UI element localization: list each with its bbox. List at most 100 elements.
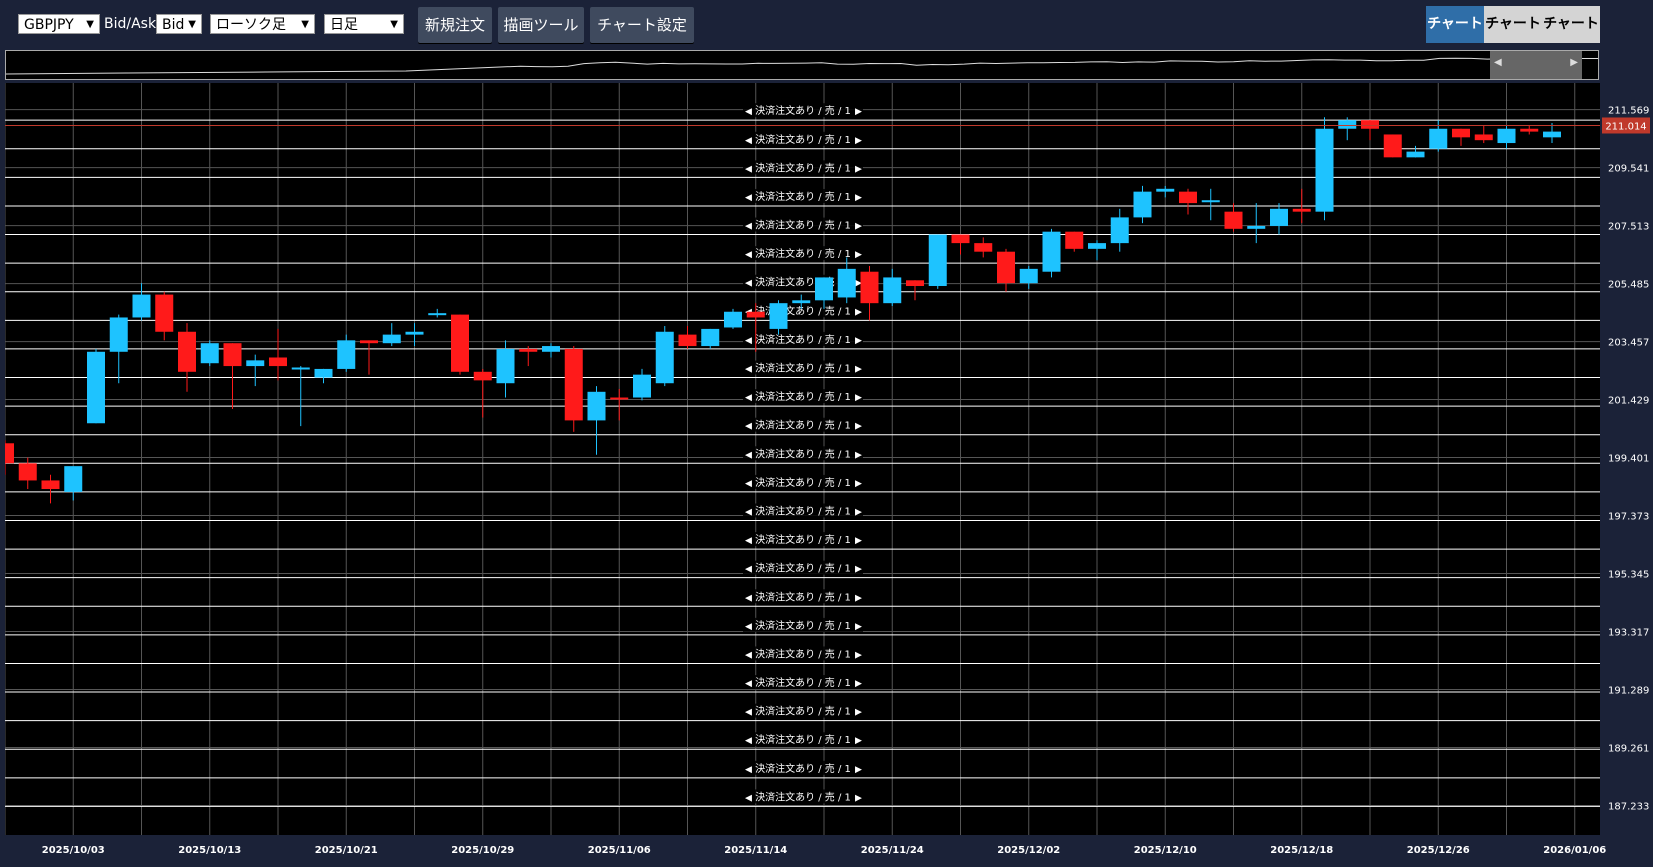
- new-order-button[interactable]: 新規注文: [418, 7, 492, 43]
- arrow-right-icon: ▶: [855, 307, 862, 317]
- candle-body: [678, 334, 697, 347]
- x-tick-label: 2025/12/26: [1407, 845, 1470, 856]
- y-tick-label: 203.457: [1608, 338, 1649, 349]
- chart-type-select-value: ローソク足: [216, 17, 286, 33]
- order-line-label: ◀決済注文あり / 売 / 1 ▶: [743, 188, 863, 203]
- candle: [1406, 145, 1425, 158]
- order-label-text: 決済注文あり / 売 / 1: [755, 619, 851, 632]
- order-label-bg: [743, 503, 863, 518]
- tab-chart-2[interactable]: チャート2: [1484, 6, 1542, 69]
- arrow-right-icon: ▶: [855, 250, 862, 260]
- order-line-label: ◀決済注文あり / 売 / 1 ▶: [743, 217, 863, 232]
- order-label-text: 決済注文あり / 売 / 1: [755, 705, 851, 718]
- candle-body: [1406, 151, 1425, 158]
- order-label-text: 決済注文あり / 売 / 1: [755, 161, 851, 174]
- order-label-bg: [743, 446, 863, 461]
- candle-body: [1133, 191, 1152, 218]
- symbol-select[interactable]: GBPJPY ▼: [18, 14, 100, 34]
- candle-body: [769, 303, 788, 329]
- arrow-right-icon: ▶: [855, 393, 862, 403]
- navigator-overview: [5, 57, 1598, 75]
- arrow-right-icon: ▶: [855, 708, 862, 718]
- candle: [906, 280, 924, 301]
- candle-body: [860, 271, 879, 304]
- candle: [1543, 123, 1561, 144]
- scroll-left-icon[interactable]: ◀: [1494, 57, 1502, 68]
- chart-type-select[interactable]: ローソク足 ▼: [210, 14, 315, 34]
- candle: [1497, 125, 1516, 149]
- candle: [405, 323, 424, 347]
- candle: [291, 366, 310, 427]
- candle: [1292, 188, 1311, 224]
- drawing-tool-button[interactable]: 描画ツール: [498, 7, 584, 43]
- order-label-bg: [743, 417, 863, 432]
- candle-body: [701, 328, 720, 347]
- arrow-right-icon: ▶: [855, 222, 862, 232]
- candle: [200, 340, 219, 367]
- candle-body: [269, 357, 287, 367]
- arrow-left-icon: ◀: [745, 365, 752, 375]
- candle-body: [87, 351, 105, 424]
- candle-body: [451, 314, 469, 372]
- candle: [1474, 125, 1493, 144]
- order-line-label: ◀決済注文あり / 売 / 1 ▶: [743, 474, 863, 489]
- candle-body: [951, 234, 970, 244]
- order-label-bg: [743, 389, 863, 404]
- candle-body: [291, 367, 310, 370]
- candle-body: [655, 331, 674, 384]
- bidask-select[interactable]: Bid ▼: [156, 14, 202, 34]
- order-line-label: ◀決済注文あり / 売 / 1 ▶: [743, 417, 863, 432]
- navigator-window[interactable]: ◀ ▶: [1490, 51, 1582, 79]
- y-tick-label: 207.513: [1608, 222, 1649, 233]
- y-tick-label: 209.541: [1608, 164, 1649, 175]
- chart-settings-button[interactable]: チャート設定: [590, 7, 694, 43]
- arrow-left-icon: ◀: [745, 450, 752, 460]
- y-tick-label: 199.401: [1608, 454, 1649, 465]
- order-label-bg: [743, 617, 863, 632]
- candle-body: [200, 343, 219, 364]
- candle-body: [337, 340, 356, 369]
- candle-body: [883, 277, 902, 304]
- y-tick-label: 211.569: [1608, 106, 1649, 117]
- arrow-left-icon: ◀: [745, 479, 752, 489]
- candle-body: [18, 463, 37, 481]
- candle-body: [1110, 217, 1129, 244]
- candle-body: [473, 371, 492, 381]
- order-label-bg: [743, 160, 863, 175]
- order-label-bg: [743, 532, 863, 547]
- order-label-text: 決済注文あり / 売 / 1: [755, 276, 851, 289]
- candle: [1156, 185, 1175, 198]
- candle: [746, 303, 765, 352]
- tab-chart-3[interactable]: チャート3: [1542, 6, 1600, 69]
- y-tick-label: 201.429: [1608, 396, 1649, 407]
- order-label-bg: [743, 589, 863, 604]
- tab-chart-1[interactable]: チャート1: [1426, 6, 1484, 69]
- arrow-left-icon: ◀: [745, 507, 752, 517]
- candle: [724, 308, 742, 329]
- arrow-right-icon: ▶: [855, 164, 862, 174]
- candle: [1315, 117, 1334, 221]
- candle: [610, 388, 629, 421]
- order-label-text: 決済注文あり / 売 / 1: [755, 647, 851, 660]
- x-tick-label: 2026/01/06: [1543, 845, 1606, 856]
- scroll-right-icon[interactable]: ▶: [1570, 57, 1578, 68]
- arrow-right-icon: ▶: [855, 450, 862, 460]
- candle: [87, 348, 105, 424]
- candle-body: [542, 346, 560, 352]
- navigator[interactable]: ◀ ▶: [5, 50, 1599, 80]
- candle: [1361, 120, 1379, 141]
- chart-area[interactable]: 211.569 209.541 207.513 205.485 203.457 201.4…: [0, 83, 1653, 863]
- order-label-text: 決済注文あり / 売 / 1: [755, 333, 851, 346]
- symbol-select-value: GBPJPY: [24, 17, 74, 33]
- timeframe-select-value: 日足: [330, 17, 358, 33]
- arrow-left-icon: ◀: [745, 422, 752, 432]
- candle: [860, 265, 879, 321]
- y-tick-label: 189.261: [1608, 743, 1649, 754]
- arrow-left-icon: ◀: [745, 250, 752, 260]
- candle-body: [1270, 208, 1288, 226]
- timeframe-select[interactable]: 日足 ▼: [324, 14, 404, 34]
- order-label-bg: [743, 560, 863, 575]
- candle: [815, 277, 833, 309]
- candle: [41, 474, 60, 504]
- arrow-right-icon: ▶: [855, 536, 862, 546]
